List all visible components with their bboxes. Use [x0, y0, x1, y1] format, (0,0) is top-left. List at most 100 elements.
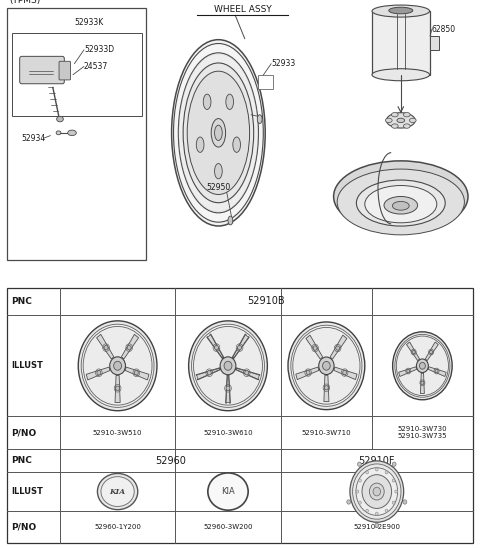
- Polygon shape: [207, 335, 223, 358]
- Ellipse shape: [78, 321, 157, 411]
- Ellipse shape: [385, 471, 388, 474]
- Ellipse shape: [68, 130, 76, 135]
- Ellipse shape: [196, 137, 204, 152]
- Ellipse shape: [291, 326, 362, 407]
- Ellipse shape: [313, 346, 317, 350]
- Ellipse shape: [366, 509, 369, 512]
- Text: PNC: PNC: [11, 456, 32, 465]
- Ellipse shape: [215, 125, 222, 140]
- Ellipse shape: [183, 63, 253, 203]
- Ellipse shape: [211, 118, 226, 147]
- FancyBboxPatch shape: [59, 61, 71, 80]
- Ellipse shape: [407, 369, 410, 373]
- Text: 52950: 52950: [206, 182, 230, 192]
- Polygon shape: [86, 367, 110, 380]
- Ellipse shape: [356, 468, 397, 515]
- Ellipse shape: [323, 362, 330, 370]
- Ellipse shape: [421, 381, 424, 385]
- Polygon shape: [121, 334, 139, 359]
- Ellipse shape: [220, 357, 236, 375]
- Ellipse shape: [393, 332, 452, 400]
- Text: WHEEL ASSY: WHEEL ASSY: [214, 5, 271, 14]
- Ellipse shape: [97, 370, 101, 375]
- Text: 52910-3W610: 52910-3W610: [203, 430, 253, 436]
- Ellipse shape: [375, 512, 378, 515]
- Ellipse shape: [417, 359, 428, 373]
- Ellipse shape: [356, 180, 445, 226]
- Polygon shape: [197, 368, 220, 379]
- Ellipse shape: [319, 357, 334, 375]
- Text: 52910-3W710: 52910-3W710: [301, 430, 351, 436]
- Ellipse shape: [370, 483, 384, 500]
- Ellipse shape: [392, 112, 398, 117]
- Ellipse shape: [288, 322, 365, 410]
- Ellipse shape: [110, 357, 125, 375]
- Ellipse shape: [435, 369, 438, 373]
- Ellipse shape: [392, 462, 396, 466]
- Ellipse shape: [208, 473, 248, 510]
- Ellipse shape: [365, 186, 437, 223]
- Ellipse shape: [403, 124, 410, 128]
- Polygon shape: [330, 335, 347, 359]
- Ellipse shape: [412, 350, 415, 354]
- Ellipse shape: [420, 362, 425, 369]
- Ellipse shape: [215, 345, 218, 350]
- Text: 52934: 52934: [22, 134, 46, 143]
- Ellipse shape: [134, 370, 138, 375]
- Ellipse shape: [392, 124, 398, 128]
- Polygon shape: [334, 367, 357, 380]
- Ellipse shape: [359, 479, 361, 482]
- Text: ILLUST: ILLUST: [11, 361, 43, 370]
- Bar: [372, 11, 430, 75]
- Ellipse shape: [403, 500, 407, 504]
- Ellipse shape: [56, 131, 61, 135]
- Ellipse shape: [101, 477, 134, 506]
- Bar: [430, 36, 439, 50]
- Ellipse shape: [353, 464, 401, 519]
- Ellipse shape: [114, 361, 121, 370]
- FancyBboxPatch shape: [20, 56, 64, 84]
- Ellipse shape: [389, 7, 413, 14]
- Ellipse shape: [350, 461, 404, 522]
- Text: 62850: 62850: [432, 25, 456, 33]
- Ellipse shape: [362, 475, 392, 509]
- Ellipse shape: [358, 462, 361, 466]
- Ellipse shape: [347, 500, 350, 504]
- Ellipse shape: [226, 386, 230, 391]
- Text: (TPMS): (TPMS): [10, 0, 41, 5]
- Ellipse shape: [359, 501, 361, 504]
- Ellipse shape: [238, 345, 241, 350]
- Ellipse shape: [430, 350, 432, 354]
- Ellipse shape: [233, 137, 240, 152]
- Text: 52960-1Y200: 52960-1Y200: [94, 524, 141, 529]
- Ellipse shape: [81, 324, 154, 407]
- Ellipse shape: [392, 202, 409, 210]
- Text: KIA: KIA: [109, 488, 126, 495]
- Ellipse shape: [384, 197, 418, 214]
- Ellipse shape: [193, 327, 263, 405]
- Ellipse shape: [343, 370, 347, 375]
- Text: 24537: 24537: [84, 62, 108, 71]
- Ellipse shape: [187, 71, 250, 195]
- Ellipse shape: [395, 490, 397, 493]
- Ellipse shape: [334, 161, 468, 232]
- Ellipse shape: [366, 471, 369, 474]
- Ellipse shape: [207, 370, 211, 375]
- Ellipse shape: [392, 479, 395, 482]
- Polygon shape: [420, 373, 424, 393]
- Ellipse shape: [104, 345, 108, 350]
- Text: 52933D: 52933D: [84, 45, 114, 54]
- Ellipse shape: [324, 386, 328, 390]
- Ellipse shape: [192, 324, 264, 407]
- Ellipse shape: [337, 169, 465, 235]
- Ellipse shape: [386, 113, 415, 128]
- Text: 52910-3W730
52910-3W735: 52910-3W730 52910-3W735: [397, 426, 447, 439]
- Ellipse shape: [257, 115, 262, 123]
- Ellipse shape: [174, 43, 264, 222]
- Text: 52910B: 52910B: [248, 296, 285, 306]
- Text: 52910-2E900: 52910-2E900: [353, 524, 400, 529]
- Ellipse shape: [397, 118, 405, 123]
- Ellipse shape: [385, 118, 392, 123]
- Ellipse shape: [306, 370, 310, 375]
- Ellipse shape: [395, 334, 450, 397]
